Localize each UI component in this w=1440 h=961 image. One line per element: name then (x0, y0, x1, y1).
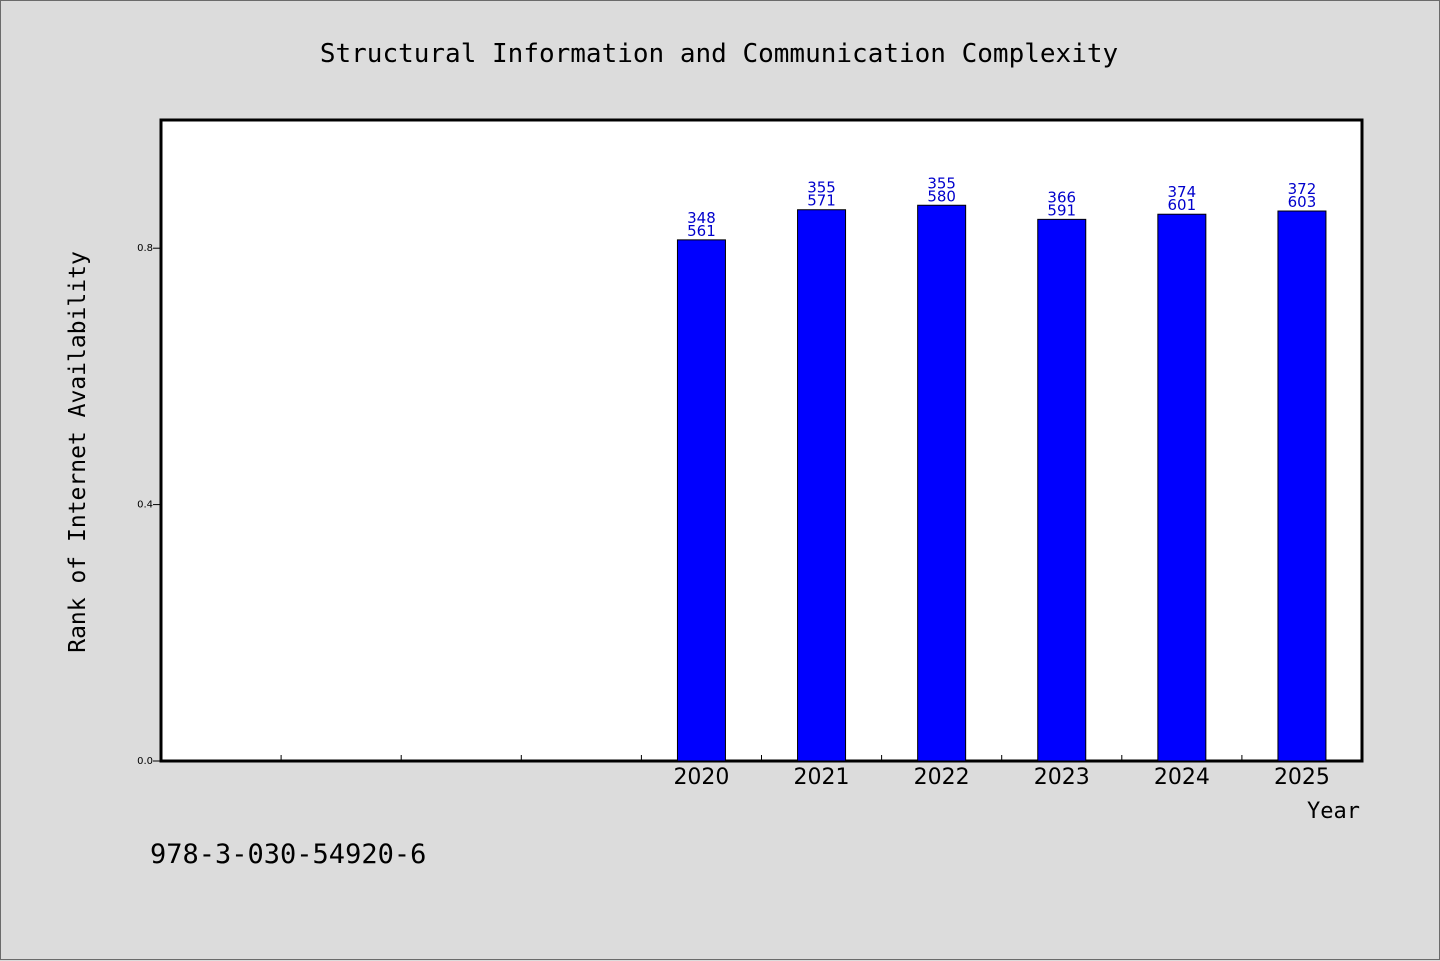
axis-ticks (153, 247, 1243, 762)
data-label-bottom: 571 (807, 192, 836, 210)
bar (917, 204, 967, 762)
x-tick-label: 2023 (1034, 765, 1090, 790)
data-label-top: 348 (687, 209, 716, 227)
data-label-bottom: 580 (927, 187, 956, 205)
data-label-top: 355 (927, 174, 956, 192)
bars (676, 204, 1327, 762)
x-tick-label: 2021 (794, 765, 850, 790)
bar (1037, 218, 1087, 762)
data-label-bottom: 591 (1047, 201, 1076, 219)
isbn-text: 978-3-030-54920-6 (150, 839, 426, 870)
x-tick-label: 2025 (1274, 765, 1330, 790)
y-tick-labels: 0.0 0.4 0.8 (137, 243, 153, 767)
bar (1157, 213, 1207, 762)
data-label-top: 372 (1288, 180, 1317, 198)
data-label-top: 355 (807, 179, 836, 197)
x-tick-labels: 2020 2021 2022 2023 2024 2025 (673, 765, 1329, 790)
y-tick-label: 0.0 (137, 756, 153, 767)
data-label-bottom: 603 (1288, 193, 1317, 211)
x-tick-label: 2020 (673, 765, 729, 790)
data-label-bottom: 601 (1168, 196, 1197, 214)
bar (1277, 210, 1327, 762)
y-tick-label: 0.4 (137, 500, 153, 511)
bar (797, 209, 847, 762)
bar (676, 239, 726, 762)
x-axis-label: Year (1307, 799, 1360, 824)
x-tick-label: 2024 (1154, 765, 1210, 790)
data-label-bottom: 561 (687, 222, 716, 240)
y-tick-label: 0.8 (137, 243, 153, 254)
data-label-top: 366 (1047, 188, 1076, 206)
x-tick-label: 2022 (914, 765, 970, 790)
y-axis-label: Rank of Internet Availability (65, 251, 91, 653)
data-label-top: 374 (1168, 183, 1197, 201)
chart-title: Structural Information and Communication… (320, 39, 1118, 69)
